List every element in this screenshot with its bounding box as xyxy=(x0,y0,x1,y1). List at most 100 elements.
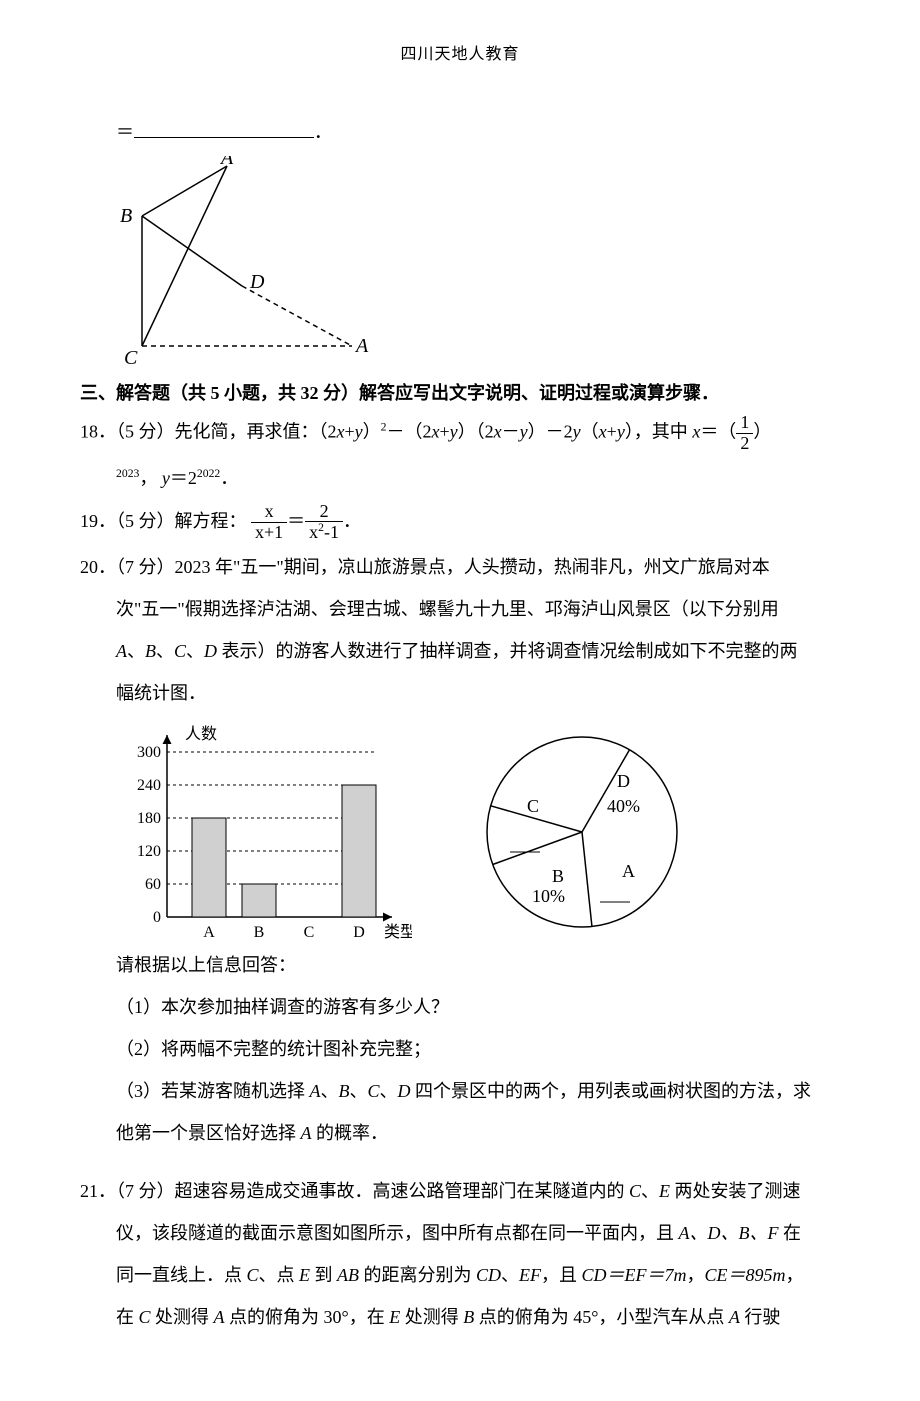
q19-lhs-num: x xyxy=(251,502,287,523)
q18-t7: ） xyxy=(753,421,771,441)
q18-l2eq: ＝2 xyxy=(170,468,197,488)
svg-text:A: A xyxy=(203,924,215,941)
q20-p2-text: 次"五一"假期选择泸沽湖、会理古城、螺髻九十九里、邛海泸山风景区（以下分别用 xyxy=(116,599,779,619)
q18-t2: ） xyxy=(363,421,381,441)
seg-EF: EF xyxy=(519,1265,541,1285)
q18-t1: 先化简，再求值：（2 xyxy=(175,421,337,441)
q18-number: 18． xyxy=(80,421,116,441)
cat-A-2: A xyxy=(310,1081,321,1101)
svg-text:类型: 类型 xyxy=(384,923,412,941)
q20-number: 20． xyxy=(80,557,116,577)
q21-number: 21． xyxy=(80,1181,116,1201)
q18-points: （5 分） xyxy=(116,421,175,441)
unit-m-1: m xyxy=(674,1265,687,1285)
q20-after1: 请根据以上信息回答： xyxy=(80,947,840,983)
q21-p3e: ，且 xyxy=(541,1265,582,1285)
q21: 21．（7 分）超速容易造成交通事故．高速公路管理部门在某隧道内的 C、E 两处… xyxy=(80,1173,840,1209)
q18: 18．（5 分）先化简，再求值：（2x+y）2－（2x+y）（2x－y）－2y（… xyxy=(80,413,840,454)
seg-AB: AB xyxy=(337,1265,359,1285)
q19-end: ． xyxy=(343,511,361,531)
q18-dash1: －（2 xyxy=(387,421,432,441)
q18-t5: （ xyxy=(581,421,599,441)
svg-text:B: B xyxy=(254,924,265,941)
svg-text:B: B xyxy=(120,205,132,227)
q21-points: （7 分） xyxy=(116,1181,175,1201)
q21-p4a: 在 xyxy=(116,1307,139,1327)
q19-rhs-den: x2-1 xyxy=(305,522,343,543)
svg-text:B: B xyxy=(552,866,564,886)
svg-text:A′: A′ xyxy=(219,156,238,169)
q19-rhs-num: 2 xyxy=(305,502,343,523)
q21-p3b: 、点 xyxy=(259,1265,300,1285)
svg-text:60: 60 xyxy=(145,876,161,893)
answer-blank xyxy=(134,119,314,138)
q20-p2: 次"五一"假期选择泸沽湖、会理古城、螺髻九十九里、邛海泸山风景区（以下分别用 xyxy=(80,591,840,627)
pt-E-3: E xyxy=(389,1307,400,1327)
sep-2: 、 xyxy=(156,641,174,661)
sep-3: 、 xyxy=(186,641,204,661)
sep-7: 、 xyxy=(641,1181,659,1201)
pt-C-2: C xyxy=(247,1265,259,1285)
var-y-3: y xyxy=(520,421,528,441)
q21-p2: 仪，该段隧道的截面示意图如图所示，图中所有点都在同一平面内，且 A、D、B、F … xyxy=(80,1215,840,1251)
svg-text:180: 180 xyxy=(137,810,161,827)
q21-p3a: 同一直线上．点 xyxy=(116,1265,247,1285)
q18-t3: ）（2 xyxy=(458,421,494,441)
sep-5: 、 xyxy=(350,1081,368,1101)
q20-sub3c-text: 他第一个景区恰好选择 xyxy=(116,1123,301,1143)
svg-text:240: 240 xyxy=(137,777,161,794)
svg-text:A: A xyxy=(622,861,635,881)
svg-text:C: C xyxy=(304,924,315,941)
svg-text:300: 300 xyxy=(137,744,161,761)
q17-figure: A′BCDA xyxy=(80,156,840,371)
var-y-4: y xyxy=(573,421,581,441)
q21-p3g: ， xyxy=(786,1265,804,1285)
pt-C: C xyxy=(629,1181,641,1201)
var-x-3: x xyxy=(494,421,502,441)
q19-lhs-den: x+1 xyxy=(251,523,287,543)
sep-1: 、 xyxy=(127,641,145,661)
q18-t4: ）－2 xyxy=(528,421,573,441)
q20-sub3b: 四个景区中的两个，用列表或画树状图的方法，求 xyxy=(411,1081,812,1101)
var-y-2: y xyxy=(450,421,458,441)
q20-sub2: （2）将两幅不完整的统计图补充完整； xyxy=(80,1031,840,1067)
pt-A-2: A xyxy=(729,1307,740,1327)
rhs-den-m1: -1 xyxy=(324,522,339,542)
var-x: x xyxy=(337,421,345,441)
q21-p4e: 点的俯角为 45°，小型汽车从点 xyxy=(474,1307,729,1327)
q20-sub3c: 他第一个景区恰好选择 A 的概率． xyxy=(80,1115,840,1151)
var-x-4: x xyxy=(599,421,607,441)
q20-points: （7 分） xyxy=(116,557,175,577)
svg-text:120: 120 xyxy=(137,843,161,860)
q17-prefix: ＝ xyxy=(116,122,134,142)
q19-rhs: 2x2-1 xyxy=(305,502,343,544)
page-header: 四川天地人教育 xyxy=(80,40,840,64)
geometry-diagram: A′BCDA xyxy=(112,156,372,371)
q17-tail: ＝． xyxy=(80,114,840,150)
q21-p3d: 的距离分别为 xyxy=(359,1265,476,1285)
q19-number: 19． xyxy=(80,511,116,531)
frac-num: 1 xyxy=(736,413,753,434)
unit-m-2: m xyxy=(773,1265,786,1285)
frac-den: 2 xyxy=(736,434,753,454)
q20: 20．（7 分）2023 年"五一"期间，凉山旅游景点，人头攒动，热闹非凡，州文… xyxy=(80,549,840,585)
frac-half: 12 xyxy=(736,413,753,454)
var-y-5: y xyxy=(617,421,625,441)
q20-p3-rest: 表示）的游客人数进行了抽样调查，并将调查情况绘制成如下不完整的两 xyxy=(217,641,798,661)
sep-4: 、 xyxy=(321,1081,339,1101)
svg-text:10%: 10% xyxy=(532,886,565,906)
svg-text:40%: 40% xyxy=(607,796,640,816)
plus-1: + xyxy=(345,421,355,441)
q18-sep: ， xyxy=(139,468,157,488)
plus-2: + xyxy=(440,421,450,441)
q19-lhs: xx+1 xyxy=(251,502,287,543)
q18-end: ． xyxy=(220,468,238,488)
seg-CD: CD xyxy=(476,1265,501,1285)
cat-C-2: C xyxy=(368,1081,380,1101)
var-y: y xyxy=(355,421,363,441)
cat-C: C xyxy=(174,641,186,661)
q18-t6: ），其中 xyxy=(625,421,693,441)
q21-p4: 在 C 处测得 A 点的俯角为 30°，在 E 处测得 B 点的俯角为 45°，… xyxy=(80,1299,840,1335)
plus-3: + xyxy=(607,421,617,441)
svg-text:0: 0 xyxy=(153,909,161,926)
